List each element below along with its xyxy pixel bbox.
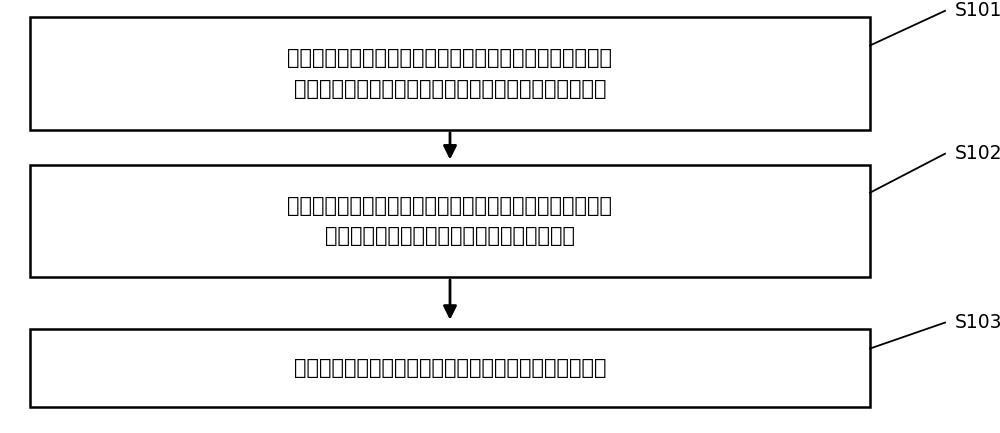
Text: S102: S102: [955, 144, 1000, 163]
Bar: [30, 329, 870, 407]
Bar: [30, 17, 870, 130]
Text: 根据绝缘栅双极型晶体管的运行工况参数，结合绝缘栅双极
性晶体管的结构，检测绝缘栅双极性晶体管的结温和温升: 根据绝缘栅双极型晶体管的运行工况参数，结合绝缘栅双极 性晶体管的结构，检测绝缘栅…: [287, 48, 612, 99]
Bar: [30, 165, 870, 277]
Text: 根据性能退化程度，检测绝缘栅双极型晶体管的消耗寿命: 根据性能退化程度，检测绝缘栅双极型晶体管的消耗寿命: [294, 358, 606, 378]
Text: S101: S101: [955, 1, 1000, 20]
Text: 根据运行工况参数、绝缘栅双极性晶体管的结构和结温和温
升，检测绝缘栅双极性晶体管的性能退化程度: 根据运行工况参数、绝缘栅双极性晶体管的结构和结温和温 升，检测绝缘栅双极性晶体管…: [287, 196, 612, 246]
Text: S103: S103: [955, 313, 1000, 332]
